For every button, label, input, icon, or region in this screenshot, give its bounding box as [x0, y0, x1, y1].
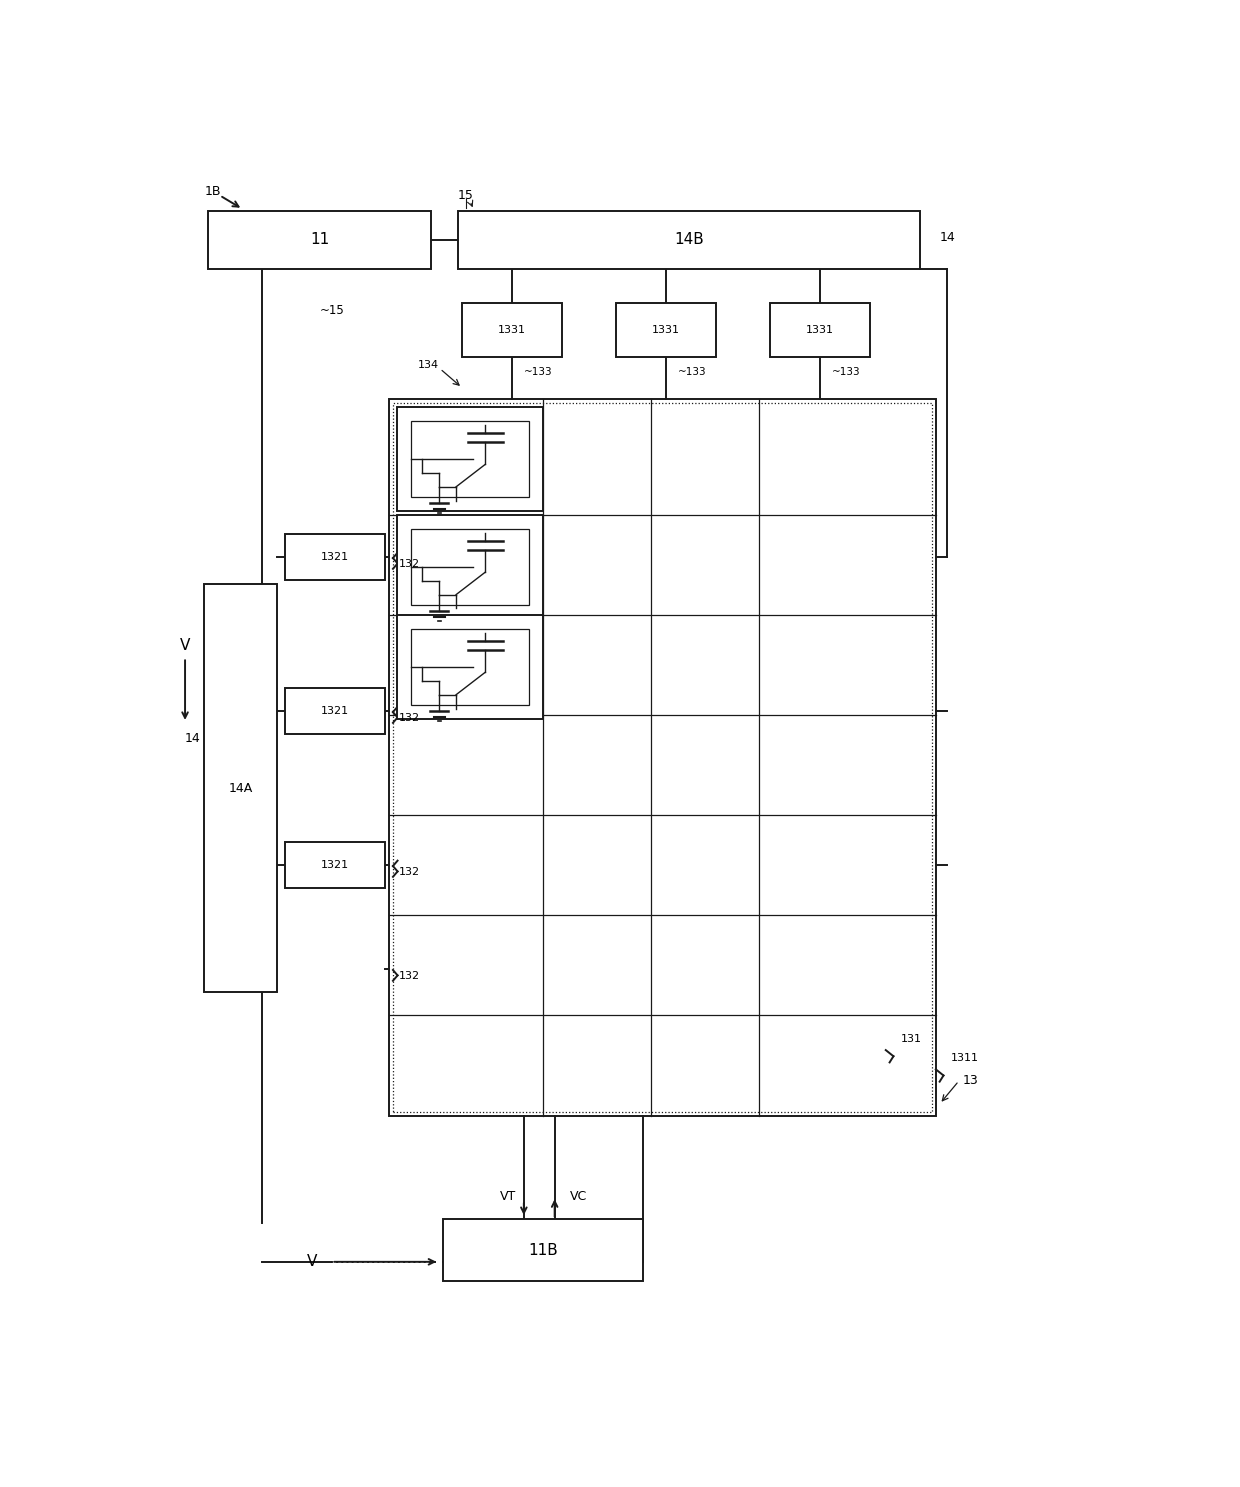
- Text: ~15: ~15: [320, 305, 345, 317]
- Bar: [285, 534, 386, 580]
- Bar: [410, 529, 529, 605]
- Text: V: V: [180, 638, 190, 653]
- Bar: [463, 303, 563, 357]
- Bar: [208, 211, 432, 269]
- Bar: [616, 303, 717, 357]
- Text: 132: 132: [399, 867, 420, 877]
- Text: 14A: 14A: [228, 782, 253, 794]
- Text: 1331: 1331: [498, 326, 526, 335]
- Bar: [285, 688, 386, 735]
- Text: 1321: 1321: [321, 706, 350, 717]
- Bar: [459, 211, 920, 269]
- Text: ~133: ~133: [523, 367, 553, 378]
- Text: 1321: 1321: [321, 861, 350, 870]
- Text: ~133: ~133: [832, 367, 861, 378]
- Text: 11: 11: [310, 232, 330, 247]
- Bar: [389, 400, 936, 1115]
- Bar: [285, 842, 386, 888]
- Text: 14: 14: [185, 732, 201, 745]
- Text: 134: 134: [418, 360, 439, 370]
- Text: 1311: 1311: [951, 1053, 980, 1063]
- Bar: [410, 421, 529, 497]
- Text: V: V: [308, 1255, 317, 1270]
- Text: 1B: 1B: [205, 184, 221, 198]
- Text: ~133: ~133: [678, 367, 707, 378]
- Text: 13: 13: [962, 1075, 978, 1087]
- Bar: [443, 1219, 644, 1282]
- Text: 132: 132: [399, 712, 420, 723]
- Text: 15: 15: [458, 189, 474, 202]
- Text: 1321: 1321: [321, 552, 350, 562]
- Bar: [393, 403, 932, 1112]
- Text: VT: VT: [500, 1190, 516, 1203]
- Text: 132: 132: [399, 971, 420, 981]
- Text: 131: 131: [901, 1033, 923, 1044]
- Bar: [770, 303, 870, 357]
- Text: 132: 132: [399, 559, 420, 570]
- Bar: [205, 584, 278, 992]
- Text: 1331: 1331: [806, 326, 835, 335]
- Text: VC: VC: [570, 1190, 588, 1203]
- Bar: [397, 407, 543, 512]
- Text: 11B: 11B: [528, 1243, 558, 1258]
- Bar: [410, 629, 529, 705]
- Text: 1331: 1331: [652, 326, 681, 335]
- Text: 14: 14: [940, 232, 955, 244]
- Bar: [397, 616, 543, 720]
- Bar: [397, 515, 543, 619]
- Text: 14B: 14B: [675, 232, 704, 247]
